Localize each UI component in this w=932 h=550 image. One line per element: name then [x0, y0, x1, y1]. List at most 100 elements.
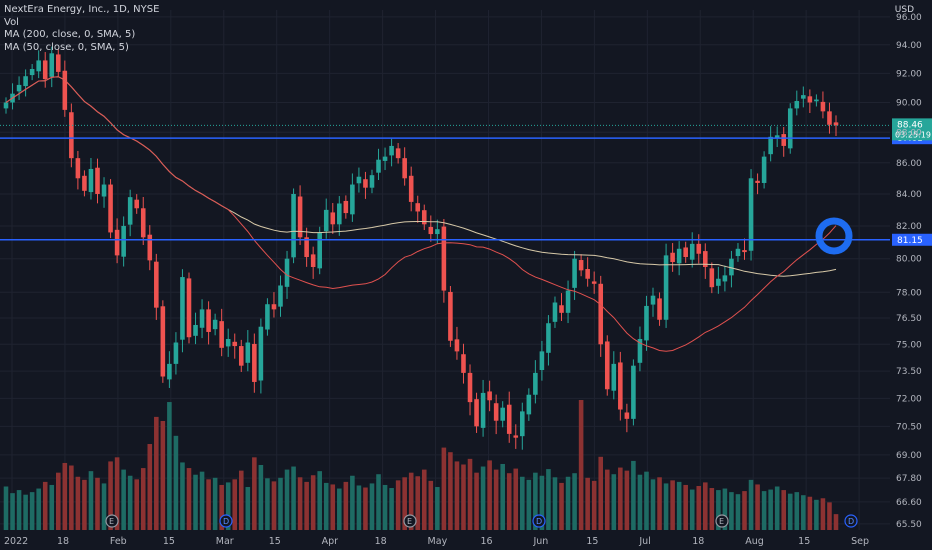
candle-body — [134, 199, 139, 209]
volume-bar — [225, 482, 231, 530]
volume-bar — [604, 469, 610, 530]
candle-body — [578, 260, 584, 271]
candle-body — [520, 411, 525, 437]
candle-body — [461, 354, 466, 373]
volume-bar — [167, 402, 172, 530]
volume-bar — [402, 477, 407, 530]
candle-body — [801, 95, 806, 99]
candle-body — [180, 277, 185, 340]
volume-bar — [787, 493, 793, 530]
moving-averages — [5, 76, 837, 352]
candle-body — [820, 101, 826, 112]
volume-bars — [3, 400, 839, 530]
candle-body — [441, 226, 447, 291]
candle-body — [356, 176, 362, 184]
volume-bar — [520, 476, 525, 530]
candle-body — [167, 363, 172, 380]
volume-bar — [833, 514, 839, 530]
volume-bar — [722, 488, 728, 530]
volume-bar — [624, 470, 630, 530]
candle-body — [761, 156, 767, 183]
time-tick-label: 15 — [586, 536, 598, 547]
volume-bar — [114, 457, 120, 530]
candle-body — [62, 70, 68, 110]
price-tick-label: 66.60 — [896, 498, 922, 508]
candle-body — [709, 268, 715, 288]
volume-bar — [644, 471, 649, 530]
candle-body — [611, 363, 617, 391]
dividend-marker — [532, 514, 546, 528]
time-tick-label: Sep — [851, 536, 869, 547]
candle-body — [3, 102, 9, 109]
highlight-circle — [815, 217, 853, 255]
volume-bar — [343, 481, 349, 530]
currency-label[interactable]: USD — [894, 5, 914, 15]
volume-label[interactable]: Vol — [4, 16, 19, 28]
candle-body — [774, 135, 780, 139]
candle-body — [88, 168, 94, 193]
candle-body — [95, 167, 100, 194]
volume-bar — [304, 481, 309, 530]
candle-body — [23, 76, 28, 87]
candle-body — [604, 341, 610, 390]
candle-body — [238, 346, 244, 366]
volume-bar — [212, 477, 218, 530]
price-tick-label: 92.00 — [896, 69, 922, 79]
candle-body — [500, 407, 505, 421]
volume-bar — [657, 477, 662, 530]
candle-body — [376, 159, 381, 173]
candlesticks — [3, 46, 839, 450]
time-tick-label: 18 — [375, 536, 387, 547]
candle-body — [75, 158, 81, 179]
volume-bar — [487, 460, 492, 530]
candle-body — [644, 305, 649, 341]
candle-body — [689, 243, 695, 260]
candle-body — [657, 298, 662, 320]
candle-body — [408, 175, 414, 202]
volume-bar — [36, 488, 41, 530]
candle-body — [487, 391, 492, 401]
candle-body — [323, 209, 329, 232]
volume-bar — [323, 482, 329, 530]
volume-bar — [154, 416, 159, 530]
price-tick-label: 70.50 — [896, 422, 922, 432]
ma200-label[interactable]: MA (200, close, 0, SMA, 5) — [4, 29, 136, 40]
volume-bar — [330, 484, 336, 530]
candle-body — [729, 258, 734, 276]
time-tick-label: 15 — [269, 536, 281, 547]
countdown-label: 03:25:19 — [895, 130, 931, 139]
volume-bar — [271, 481, 277, 530]
ma50-line — [5, 76, 837, 352]
candle-body — [369, 175, 375, 188]
volume-bar — [441, 447, 447, 530]
ma50-label[interactable]: MA (50, close, 0, SMA, 5) — [4, 41, 129, 53]
candle-body — [382, 156, 388, 161]
volume-bar — [506, 473, 512, 530]
candle-body — [435, 229, 440, 235]
volume-bar — [768, 489, 773, 530]
price-tick-label: 84.00 — [896, 190, 922, 200]
volume-bar — [127, 475, 133, 530]
volume-bar — [565, 476, 571, 530]
candle-body — [245, 342, 251, 363]
volume-bar — [317, 471, 322, 530]
candle-body — [637, 338, 643, 363]
volume-bar — [781, 490, 787, 530]
price-badge — [892, 233, 932, 246]
candle-body — [350, 184, 355, 215]
candle-body — [755, 180, 760, 183]
candle-body — [572, 258, 577, 288]
candle-body — [591, 281, 597, 284]
volume-bar — [696, 485, 702, 530]
candle-body — [618, 362, 623, 410]
candle-body — [49, 53, 55, 77]
time-tick-label: Jul — [638, 536, 650, 547]
candle-body — [526, 394, 532, 415]
symbol-title[interactable]: NextEra Energy, Inc., 1D, NYSE — [4, 4, 160, 15]
candle-body — [278, 285, 283, 307]
volume-bar — [703, 482, 708, 530]
volume-bar — [663, 483, 669, 530]
